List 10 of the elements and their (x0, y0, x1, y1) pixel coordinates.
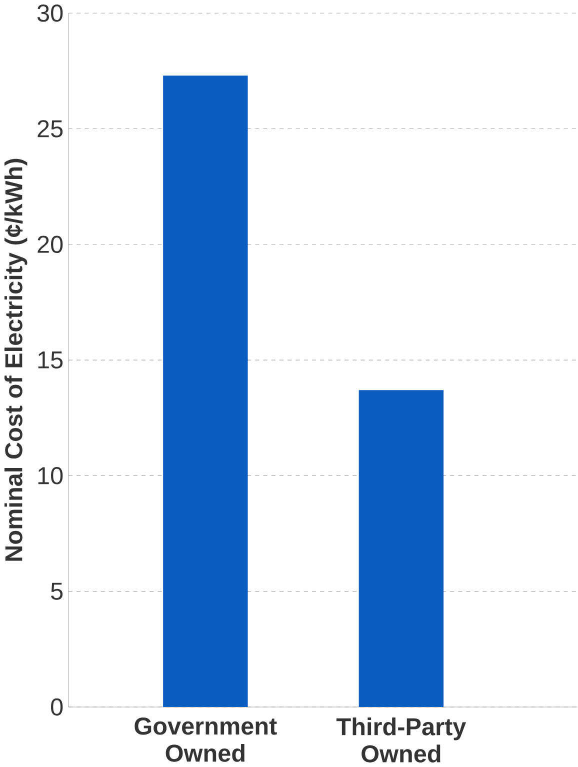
y-tick-label: 10 (38, 467, 63, 484)
y-tick-label: 15 (38, 352, 63, 369)
y-axis-title: Nominal Cost of Electricity (¢/kWh) (4, 158, 28, 561)
y-tick-label: 25 (38, 120, 63, 138)
x-tick-label: Third-Party Owned (336, 718, 466, 762)
y-tick-label: 20 (38, 236, 63, 254)
y-tick-label: 0 (51, 698, 63, 716)
y-tick-label: 30 (38, 4, 63, 22)
x-tick-label: Government Owned (134, 718, 278, 762)
y-tick-label: 5 (51, 582, 63, 600)
